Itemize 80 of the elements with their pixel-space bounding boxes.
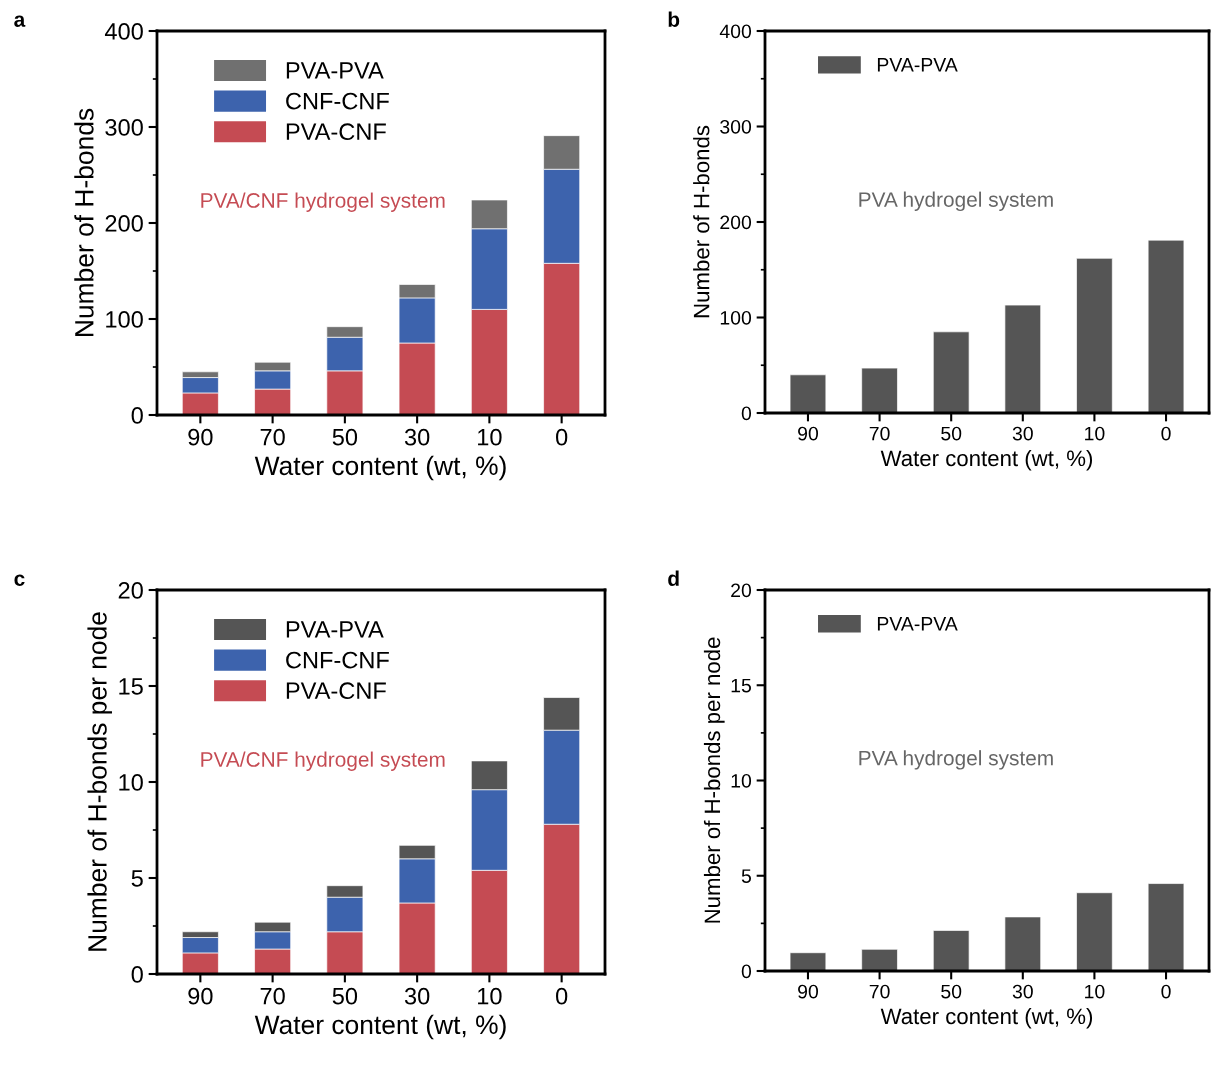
y-axis-title: Number of H-bonds per node [87,612,112,951]
y-tick-label: 10 [731,773,752,788]
x-tick-label: 30 [404,987,430,1005]
y-tick-label: 400 [104,23,143,40]
x-tick-label: 10 [478,428,502,446]
x-tick-label: 10 [1085,984,1105,999]
y-tick-label: 15 [731,678,751,693]
legend-label: PVA-CNF [286,123,386,141]
y-tick-label: 20 [731,583,752,598]
x-tick-label: 0 [1161,426,1171,441]
chart-title: d [668,570,679,586]
y-axis-title: Number of H-bonds [74,108,94,336]
x-tick-label: 50 [332,428,358,446]
x-tick-label: 0 [556,987,568,1005]
y-tick-label: 0 [741,964,752,979]
bar [1004,304,1042,413]
bar [1076,257,1113,413]
annotation: PVA hydrogel system [859,191,1053,212]
legend-label: PVA-PVA [877,58,958,72]
x-tick-label: 90 [798,984,819,999]
legend-label: PVA-PVA [286,62,384,79]
y-tick-label: 400 [719,24,752,39]
annotation: PVA/CNF hydrogel system [201,192,445,212]
bar [1147,883,1185,971]
x-tick-label: 10 [478,987,502,1005]
x-tick-label: 50 [941,426,962,441]
x-axis-title: Water content (wt, %) [880,449,1093,471]
y-tick-label: 200 [105,215,143,232]
y-tick-label: 20 [118,582,143,599]
bar [1147,239,1185,413]
chart-title: c [14,574,25,586]
bar [861,367,898,413]
y-tick-label: 200 [720,215,752,230]
legend-label: CNF-CNF [286,651,389,669]
legend-label: PVA-PVA [286,621,384,638]
annotation: PVA/CNF hydrogel system [201,751,445,771]
x-tick-label: 10 [1085,426,1105,441]
y-tick-label: 0 [131,407,143,424]
y-tick-label: 5 [741,869,751,883]
y-tick-label: 15 [119,678,143,695]
x-tick-label: 50 [941,984,962,999]
legend-label: PVA-CNF [286,682,386,700]
y-tick-label: 300 [720,119,752,134]
legend-label: PVA-PVA [877,617,958,631]
bar [789,374,827,413]
x-tick-label: 70 [869,984,890,999]
y-tick-label: 10 [119,774,143,791]
y-tick-label: 100 [106,311,143,328]
legend-label: CNF-CNF [286,92,389,110]
x-tick-label: 70 [260,987,285,1005]
chart-title: b [668,11,680,27]
x-tick-label: 90 [188,428,213,446]
y-tick-label: 300 [105,119,143,136]
x-tick-label: 30 [1012,426,1033,441]
y-tick-label: 5 [131,870,143,887]
x-axis-title: Water content (wt, %) [254,1014,506,1040]
bar [1076,892,1113,971]
annotation: PVA hydrogel system [859,750,1053,770]
x-axis-title: Water content (wt, %) [880,1007,1093,1029]
x-axis-title: Water content (wt, %) [254,455,506,481]
x-tick-label: 70 [869,426,890,441]
x-tick-label: 90 [798,426,819,441]
bar [861,948,898,971]
bar [1004,916,1042,971]
x-tick-label: 30 [1012,984,1033,999]
bar [932,331,970,413]
chart-title: a [14,15,26,27]
x-tick-label: 0 [1161,984,1171,999]
x-tick-label: 0 [556,428,568,446]
y-tick-label: 0 [741,406,752,421]
y-axis-title: Number of H-bonds [693,125,710,318]
y-tick-label: 0 [131,966,143,983]
y-tick-label: 100 [720,310,752,325]
y-axis-title: Number of H-bonds per node [703,637,725,923]
x-tick-label: 50 [332,987,358,1005]
x-tick-label: 90 [188,987,213,1005]
bar [932,930,970,971]
x-tick-label: 30 [404,428,430,446]
bar [789,952,827,971]
x-tick-label: 70 [260,428,285,446]
